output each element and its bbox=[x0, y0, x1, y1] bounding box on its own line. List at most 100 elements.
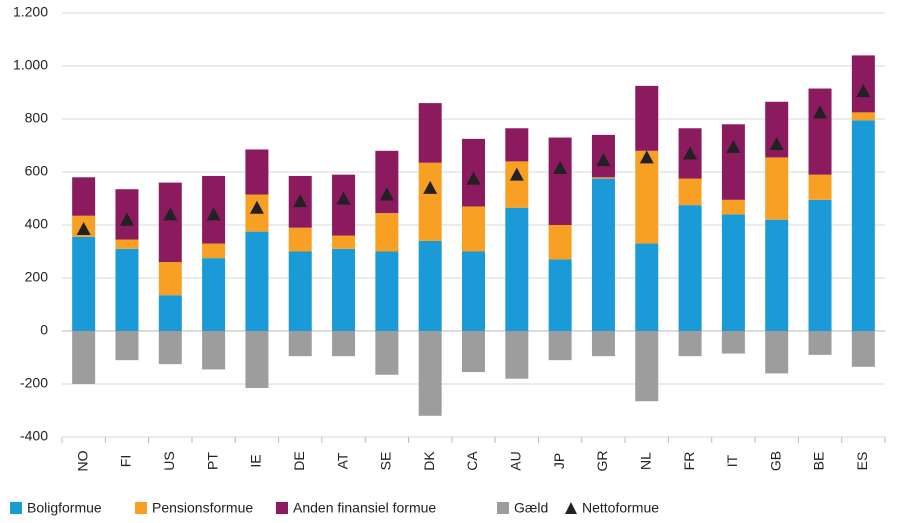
legend-swatch bbox=[135, 502, 147, 514]
bar-segment bbox=[202, 243, 226, 259]
bar-segment bbox=[202, 331, 226, 370]
bar-segment bbox=[851, 331, 875, 367]
net-marker bbox=[769, 137, 784, 151]
y-tick-label: 1.000 bbox=[13, 57, 48, 73]
bar-segment bbox=[505, 331, 529, 379]
net-marker bbox=[206, 207, 221, 221]
x-tick-label: AU bbox=[508, 451, 524, 470]
legend-label: Boligformue bbox=[27, 500, 102, 516]
bar-segment bbox=[635, 150, 659, 244]
bar-segment bbox=[72, 177, 96, 216]
bar-segment bbox=[418, 331, 442, 416]
bar-segment bbox=[721, 124, 745, 200]
x-tick-label: BE bbox=[811, 452, 827, 471]
bar-segment bbox=[721, 331, 745, 354]
x-tick-label: GR bbox=[594, 451, 610, 472]
x-tick-label: NL bbox=[637, 452, 653, 470]
bar-segment bbox=[635, 243, 659, 331]
x-tick-label: IE bbox=[248, 454, 264, 467]
bar-segment bbox=[115, 331, 139, 361]
legend-marker bbox=[565, 502, 577, 514]
legend-label: Nettoformue bbox=[582, 500, 659, 516]
y-tick-label: 200 bbox=[25, 269, 49, 285]
bar-segment bbox=[851, 120, 875, 331]
bar-segment bbox=[635, 85, 659, 151]
bar-segment bbox=[548, 259, 572, 331]
y-tick-label: -200 bbox=[20, 375, 48, 391]
net-marker bbox=[553, 161, 568, 175]
bar-segment bbox=[332, 331, 356, 357]
bar-segment bbox=[462, 331, 485, 373]
x-tick-label: GB bbox=[767, 451, 783, 471]
bar-segment bbox=[288, 227, 312, 252]
bar-segment bbox=[375, 213, 399, 252]
bar-segment bbox=[462, 251, 485, 331]
bar-segment bbox=[591, 177, 615, 179]
bar-segment bbox=[505, 128, 529, 162]
x-tick-label: ES bbox=[854, 452, 870, 471]
legend-label: Anden finansiel formue bbox=[293, 500, 436, 516]
bar-segment bbox=[158, 182, 182, 263]
bar-segment bbox=[202, 258, 226, 331]
legend-swatch bbox=[276, 502, 288, 514]
bar-segment bbox=[158, 331, 182, 365]
x-tick-label: DE bbox=[291, 451, 307, 470]
x-tick-label: SE bbox=[378, 452, 394, 471]
bar-segment bbox=[418, 103, 442, 163]
x-tick-label: NO bbox=[74, 450, 90, 471]
legend-label: Gæld bbox=[514, 500, 548, 516]
net-marker bbox=[336, 191, 351, 205]
bar-segment bbox=[418, 162, 442, 241]
bar-segment bbox=[288, 331, 312, 357]
bar-segment bbox=[72, 331, 96, 384]
net-marker bbox=[813, 105, 828, 119]
bar-segment bbox=[548, 137, 572, 225]
net-marker bbox=[163, 207, 178, 221]
net-marker bbox=[379, 187, 394, 201]
bar-segment bbox=[678, 178, 702, 206]
legend-label: Pensionsformue bbox=[152, 500, 253, 516]
x-tick-label: PT bbox=[204, 452, 220, 470]
bar-segment bbox=[721, 199, 745, 215]
legend-swatch bbox=[497, 502, 509, 514]
bar-segment bbox=[765, 157, 789, 220]
x-tick-label: AT bbox=[334, 452, 350, 469]
x-tick-label: FR bbox=[681, 452, 697, 471]
bar-segment bbox=[72, 236, 96, 331]
net-marker bbox=[596, 153, 611, 167]
bar-segment bbox=[808, 199, 832, 331]
bar-segment bbox=[678, 331, 702, 357]
bar-segment bbox=[418, 240, 442, 331]
bar-segment bbox=[808, 174, 832, 200]
net-marker bbox=[249, 200, 264, 214]
net-marker bbox=[683, 146, 698, 160]
y-tick-label: 0 bbox=[40, 322, 48, 338]
net-marker bbox=[293, 194, 308, 208]
bar-segment bbox=[505, 161, 529, 208]
net-marker bbox=[76, 221, 91, 235]
bar-segment bbox=[115, 239, 139, 249]
bar-segment bbox=[548, 331, 572, 361]
bar-segment bbox=[332, 235, 356, 249]
bar-segment bbox=[591, 331, 615, 357]
bar-segment bbox=[765, 101, 789, 158]
legend-swatch bbox=[10, 502, 22, 514]
bar-segment bbox=[591, 178, 615, 331]
x-tick-label: IT bbox=[724, 454, 740, 467]
bar-segment bbox=[375, 251, 399, 331]
bar-segment bbox=[808, 331, 832, 355]
net-marker bbox=[466, 171, 481, 185]
net-marker bbox=[423, 180, 438, 194]
x-tick-label: CA bbox=[464, 451, 480, 471]
bar-segment bbox=[245, 331, 269, 388]
y-tick-label: 600 bbox=[25, 163, 49, 179]
bar-segment bbox=[115, 248, 139, 331]
bar-segment bbox=[765, 219, 789, 331]
bar-segment bbox=[635, 331, 659, 402]
net-marker bbox=[856, 84, 871, 98]
bar-segment bbox=[765, 331, 789, 374]
y-tick-label: 1.200 bbox=[13, 4, 48, 20]
bar-segment bbox=[548, 225, 572, 260]
x-tick-label: DK bbox=[421, 451, 437, 471]
